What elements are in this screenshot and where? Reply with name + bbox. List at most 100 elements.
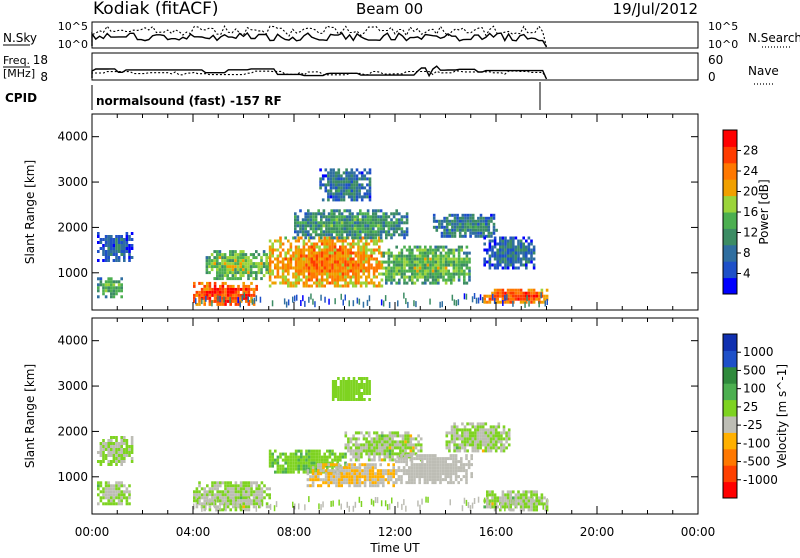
data-cell [413, 263, 417, 267]
data-cell [449, 463, 453, 467]
data-cell [400, 266, 404, 270]
data-cell [229, 490, 232, 494]
data-cell [337, 177, 341, 181]
data-cell [281, 278, 285, 282]
data-cell [374, 481, 377, 485]
data-cell [375, 275, 378, 279]
data-cell [479, 422, 482, 426]
data-cell [305, 458, 308, 462]
data-cell [517, 291, 520, 295]
data-cell [373, 437, 376, 441]
data-cell [357, 395, 361, 398]
data-cell [322, 501, 324, 508]
data-cell [447, 463, 450, 467]
data-cell [289, 461, 293, 465]
data-cell [332, 500, 334, 507]
data-cell [283, 298, 286, 305]
data-cell [198, 481, 201, 485]
data-cell [320, 257, 324, 261]
data-cell [234, 481, 238, 485]
data-cell [319, 466, 323, 470]
data-cell [115, 256, 118, 259]
data-cell [377, 224, 380, 228]
data-cell [499, 257, 502, 261]
data-cell [463, 446, 467, 450]
data-cell [313, 263, 316, 267]
data-cell [443, 228, 446, 232]
data-cell [396, 440, 400, 444]
data-cell [506, 294, 508, 301]
data-cell [120, 484, 123, 488]
data-cell [494, 440, 498, 444]
data-cell [348, 475, 351, 479]
data-cell [323, 461, 326, 465]
data-cell [102, 253, 105, 256]
data-cell [368, 380, 371, 383]
data-cell [504, 257, 507, 261]
data-cell [479, 437, 482, 441]
data-cell [320, 455, 324, 459]
data-cell [359, 245, 363, 249]
data-cell [522, 294, 525, 298]
data-cell [493, 263, 497, 267]
data-cell [401, 452, 405, 456]
data-cell [504, 294, 506, 301]
data-cell [294, 251, 298, 255]
data-cell [342, 180, 346, 184]
data-cell [307, 251, 311, 255]
data-cell [249, 268, 253, 272]
data-cell [331, 458, 334, 462]
data-cell [323, 278, 326, 282]
data-cell [268, 278, 272, 282]
data-cell [392, 484, 395, 488]
data-cell [337, 389, 340, 392]
data-cell [229, 481, 232, 485]
data-cell [323, 269, 326, 273]
data-cell [429, 266, 432, 270]
data-cell [455, 428, 459, 432]
data-cell [499, 291, 502, 295]
data-cell [365, 392, 369, 395]
data-cell [457, 263, 461, 267]
data-cell [450, 272, 453, 276]
data-cell [519, 260, 523, 264]
data-cell [221, 274, 224, 278]
data-cell [494, 443, 498, 447]
data-cell [358, 186, 361, 190]
data-cell [335, 463, 338, 467]
data-cell [255, 484, 258, 488]
data-cell [117, 487, 121, 491]
data-cell [509, 260, 512, 264]
data-cell [279, 260, 282, 264]
data-cell [471, 434, 475, 438]
data-cell [466, 443, 469, 447]
data-cell [458, 225, 462, 229]
colorbar-tick-label: -500 [743, 455, 770, 469]
data-cell [460, 478, 463, 482]
data-cell [210, 265, 214, 269]
data-cell [388, 449, 392, 453]
data-cell [358, 475, 362, 479]
data-cell [310, 263, 313, 267]
data-cell [112, 244, 116, 247]
data-cell [444, 269, 448, 273]
data-cell [200, 502, 204, 506]
colorbar-tick-label: 4 [743, 267, 751, 281]
data-cell [213, 505, 217, 509]
data-cell [294, 227, 297, 231]
data-cell [330, 230, 333, 234]
data-cell [363, 195, 367, 199]
data-cell [110, 448, 113, 451]
data-cell [347, 395, 351, 398]
data-cell [102, 283, 105, 287]
data-cell [301, 221, 305, 225]
data-cell [213, 487, 217, 491]
data-cell [319, 478, 323, 482]
data-cell [421, 472, 424, 476]
data-cell [112, 490, 116, 494]
data-cell [362, 446, 366, 450]
data-cell [540, 496, 544, 500]
data-cell [115, 451, 118, 454]
data-cell [339, 278, 342, 282]
data-cell [112, 457, 116, 460]
